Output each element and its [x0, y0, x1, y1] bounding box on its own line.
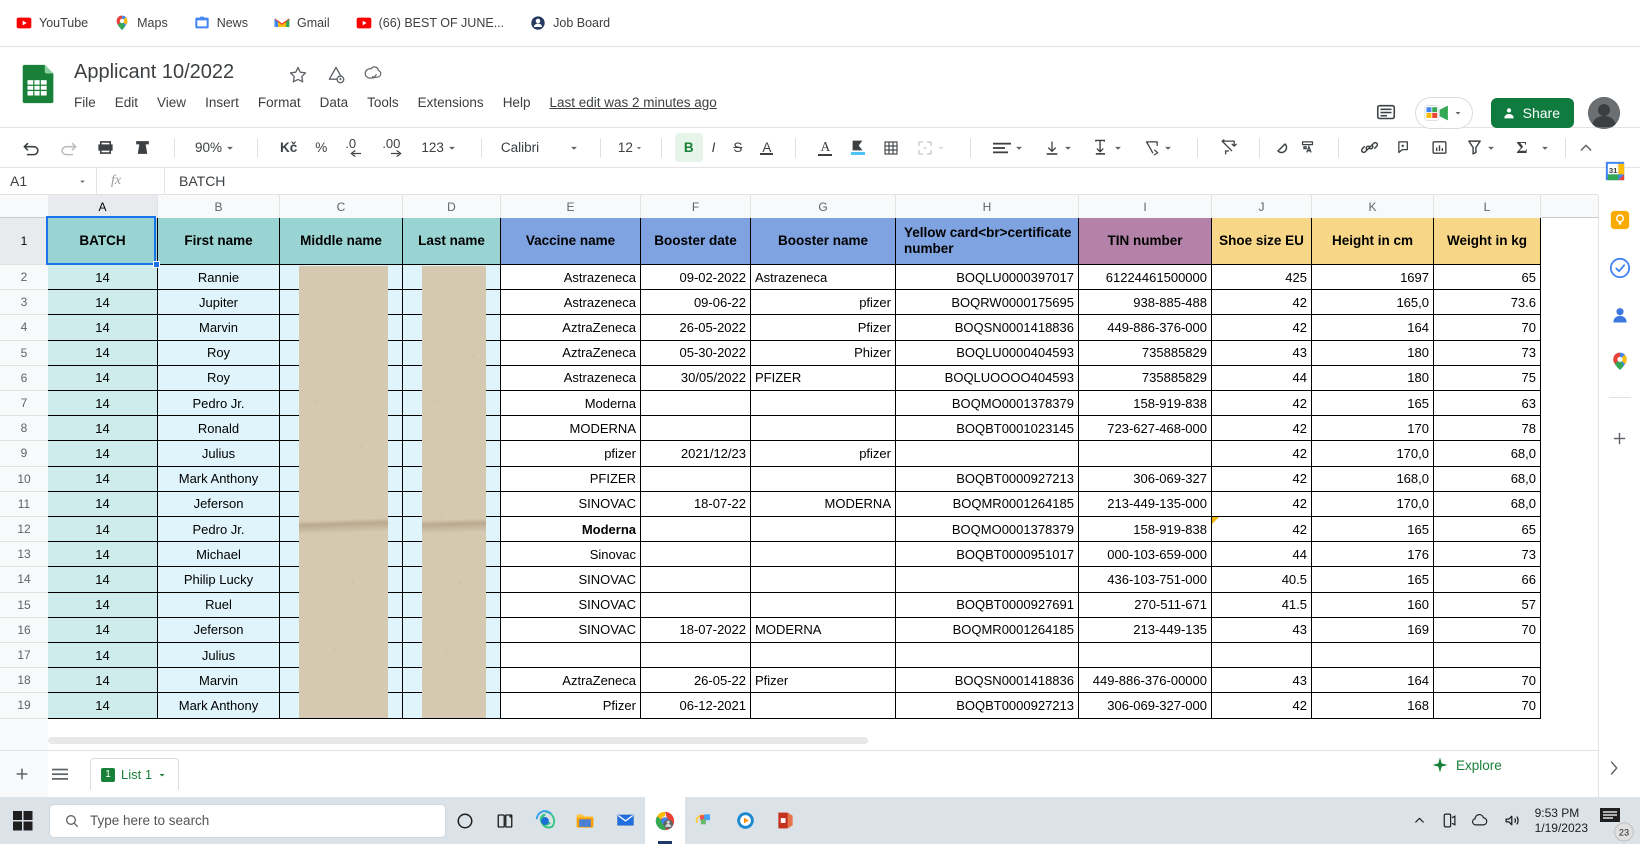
- svg-text:31: 31: [1609, 166, 1618, 175]
- svg-text:23: 23: [1619, 827, 1629, 837]
